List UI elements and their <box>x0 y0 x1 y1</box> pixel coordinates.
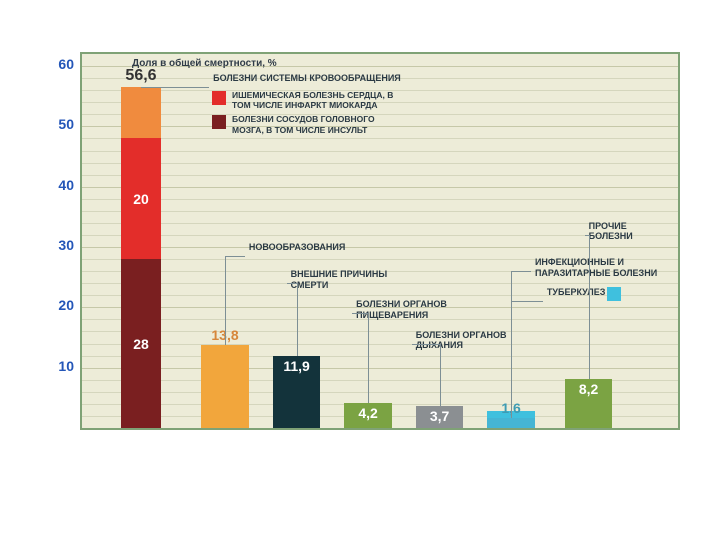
legend-swatch <box>212 115 226 129</box>
segment-label: 28 <box>121 336 162 352</box>
callout-infectious: Инфекционные и паразитарные болезни <box>535 257 666 278</box>
legend-item: Болезни сосудов головного мозга, в том ч… <box>212 114 402 134</box>
gridline <box>82 151 678 152</box>
bar-segment <box>121 87 162 139</box>
bar-digestion: 4,2 <box>344 403 392 428</box>
legend: Ишемическая болезнь сердца, в том числе … <box>212 90 402 139</box>
segment-label: 20 <box>121 191 162 207</box>
bar-circulatory: 282056,6 <box>121 87 162 428</box>
chart-title: Доля в общей смертности, % <box>132 58 277 69</box>
y-tick-label: 10 <box>34 358 74 374</box>
callout-digestion: Болезни органов пищеварения <box>356 299 463 320</box>
legend-swatch <box>212 91 226 105</box>
y-tick-label: 50 <box>34 116 74 132</box>
callout-neoplasms: Новообразования <box>249 242 398 252</box>
bar-infectious: 1,6 <box>487 418 535 428</box>
bar-external: 11,9 <box>273 356 321 428</box>
bar-total-label: 56,6 <box>121 67 162 85</box>
y-tick-label: 20 <box>34 297 74 313</box>
bar-neoplasms: 13,8 <box>201 345 249 428</box>
gridline <box>82 187 678 188</box>
gridline <box>82 211 678 212</box>
y-tick-label: 60 <box>34 56 74 72</box>
gridline <box>82 199 678 200</box>
y-tick-label: 30 <box>34 237 74 253</box>
legend-item: Ишемическая болезнь сердца, в том числе … <box>212 90 402 110</box>
callout-circulatory: Болезни системы кровообращения <box>213 73 451 83</box>
bar-value-label: 8,2 <box>565 381 613 397</box>
callout-external: Внешние причины смерти <box>291 269 398 290</box>
bar-value-label: 3,7 <box>416 408 464 424</box>
bar-respiratory: 3,7 <box>416 406 464 428</box>
chart-container: Доля в общей смертности, % 28 20 56,6 13,8 1… <box>20 30 700 430</box>
bar-value-label: 11,9 <box>273 358 321 374</box>
callout-other: Прочие болезни <box>589 221 672 242</box>
y-tick-label: 40 <box>34 177 74 193</box>
bar-value-label: 4,2 <box>344 405 392 421</box>
plot-area: Доля в общей смертности, % 28 20 56,6 13,8 1… <box>80 52 680 430</box>
bar-other: 8,2 <box>565 379 613 428</box>
callout-respiratory: Болезни органов дыхания <box>416 330 523 351</box>
gridline <box>82 175 678 176</box>
legend-label: Болезни сосудов головного мозга, в том ч… <box>232 114 402 134</box>
gridline <box>82 163 678 164</box>
legend-label: Ишемическая болезнь сердца, в том числе … <box>232 90 402 110</box>
tuberculosis-swatch <box>607 287 621 301</box>
